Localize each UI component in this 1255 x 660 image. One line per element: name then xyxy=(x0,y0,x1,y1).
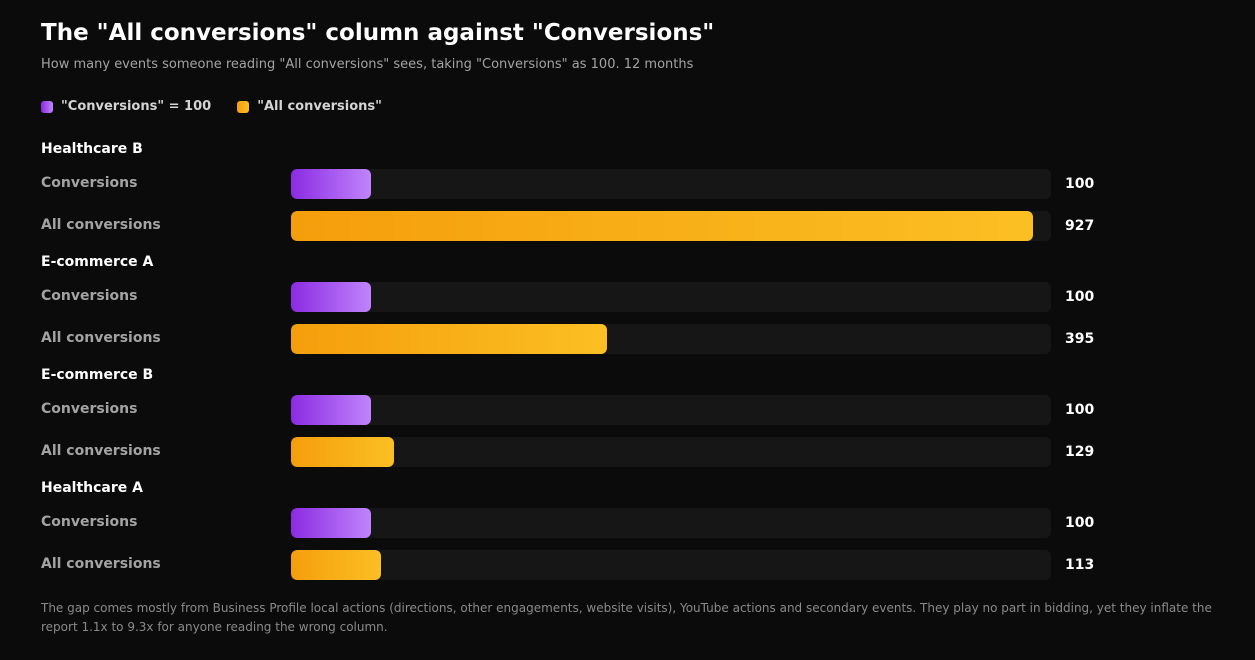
bar-healthcare-b-conversions xyxy=(291,169,371,199)
row-label-e-commerce-b-all-conversions: All conversions xyxy=(41,443,161,459)
value-label-healthcare-b-all-conversions: 927 xyxy=(1065,218,1095,234)
value-label-healthcare-a-conversions: 100 xyxy=(1065,515,1095,531)
bar-e-commerce-a-all-conversions xyxy=(291,324,607,354)
row-label-e-commerce-a-conversions: Conversions xyxy=(41,288,138,304)
bar-healthcare-a-all-conversions xyxy=(291,550,381,580)
bar-track-healthcare-b-conversions xyxy=(291,169,1051,199)
bar-track-e-commerce-b-all-conversions xyxy=(291,437,1051,467)
group-label-e-commerce-b: E-commerce B xyxy=(41,367,154,383)
bar-track-e-commerce-b-conversions xyxy=(291,395,1051,425)
bar-track-e-commerce-a-conversions xyxy=(291,282,1051,312)
group-label-healthcare-b: Healthcare B xyxy=(41,141,143,157)
legend-label-all-conversions: "All conversions" xyxy=(257,99,382,114)
value-label-e-commerce-a-all-conversions: 395 xyxy=(1065,331,1095,347)
chart-title: The "All conversions" column against "Co… xyxy=(41,20,715,46)
bar-track-e-commerce-a-all-conversions xyxy=(291,324,1051,354)
bar-track-healthcare-a-conversions xyxy=(291,508,1051,538)
bar-e-commerce-a-conversions xyxy=(291,282,371,312)
value-label-healthcare-b-conversions: 100 xyxy=(1065,176,1095,192)
bar-track-healthcare-b-all-conversions xyxy=(291,211,1051,241)
row-label-healthcare-a-conversions: Conversions xyxy=(41,514,138,530)
chart-subtitle: How many events someone reading "All con… xyxy=(41,57,694,72)
row-label-e-commerce-b-conversions: Conversions xyxy=(41,401,138,417)
group-label-e-commerce-a: E-commerce A xyxy=(41,254,154,270)
value-label-e-commerce-b-all-conversions: 129 xyxy=(1065,444,1095,460)
legend: "Conversions" = 100 "All conversions" xyxy=(41,99,408,114)
bar-e-commerce-b-all-conversions xyxy=(291,437,394,467)
row-label-e-commerce-a-all-conversions: All conversions xyxy=(41,330,161,346)
row-label-healthcare-b-conversions: Conversions xyxy=(41,175,138,191)
group-label-healthcare-a: Healthcare A xyxy=(41,480,143,496)
bar-e-commerce-b-conversions xyxy=(291,395,371,425)
bar-track-healthcare-a-all-conversions xyxy=(291,550,1051,580)
legend-swatch-conversions xyxy=(41,100,53,113)
legend-item-all-conversions: "All conversions" xyxy=(237,99,382,114)
row-label-healthcare-a-all-conversions: All conversions xyxy=(41,556,161,572)
legend-swatch-all-conversions xyxy=(237,100,250,113)
value-label-healthcare-a-all-conversions: 113 xyxy=(1065,557,1095,573)
bar-healthcare-a-conversions xyxy=(291,508,371,538)
legend-item-conversions: "Conversions" = 100 xyxy=(41,99,211,114)
row-label-healthcare-b-all-conversions: All conversions xyxy=(41,217,161,233)
bar-healthcare-b-all-conversions xyxy=(291,211,1033,241)
value-label-e-commerce-b-conversions: 100 xyxy=(1065,402,1095,418)
legend-label-conversions: "Conversions" = 100 xyxy=(61,99,212,114)
footnote: The gap comes mostly from Business Profi… xyxy=(41,601,1212,634)
value-label-e-commerce-a-conversions: 100 xyxy=(1065,289,1095,305)
